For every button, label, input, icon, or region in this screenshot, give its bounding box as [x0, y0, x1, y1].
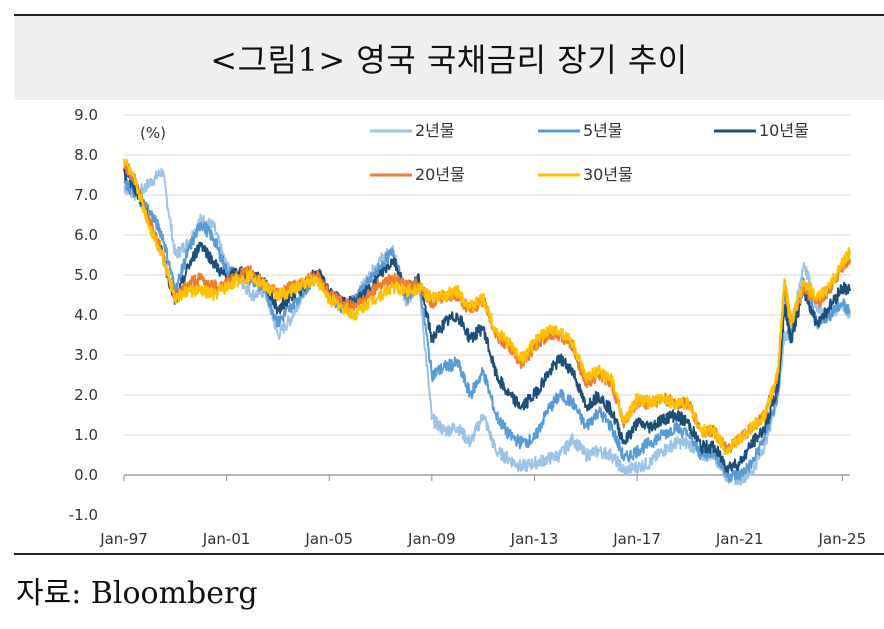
y-tick-label: 8.0 [74, 146, 98, 164]
title-band: <그림1> 영국 국채금리 장기 추이 [14, 16, 884, 100]
bottom-rule [14, 553, 884, 555]
y-tick-label: 3.0 [74, 346, 98, 364]
x-tick-label: Jan-21 [715, 530, 764, 548]
y-tick-label: 0.0 [74, 466, 98, 484]
y-tick-label: 9.0 [74, 106, 98, 124]
y-tick-label: -1.0 [69, 506, 98, 524]
series-line-5 [123, 158, 851, 456]
series-line-3 [123, 167, 851, 474]
y-tick-label: 5.0 [74, 266, 98, 284]
legend-label: 20년물 [415, 165, 465, 184]
x-tick-label: Jan-09 [407, 530, 456, 548]
y-axis-ticks: 9.0 8.0 7.0 6.0 5.0 4.0 3.0 2.0 1.0 0.0 -1.0 [69, 106, 98, 524]
x-tick-label: Jan-01 [202, 530, 251, 548]
y-tick-label: 4.0 [74, 306, 98, 324]
series-lines [123, 158, 851, 486]
y-tick-label: 1.0 [74, 426, 98, 444]
source-note: 자료: Bloomberg [16, 576, 258, 611]
chart-area: 9.0 8.0 7.0 6.0 5.0 4.0 3.0 2.0 1.0 0.0 -1.0 Jan-9… [0, 100, 884, 552]
x-tick-label: Jan-05 [304, 530, 353, 548]
top-rule [14, 14, 884, 16]
legend-label: 10년물 [759, 121, 809, 140]
y-tick-label: 2.0 [74, 386, 98, 404]
x-axis: Jan-97 Jan-01 Jan-05 Jan-09 Jan-13 Jan-17 Jan-… [99, 474, 866, 548]
x-tick-label: Jan-17 [612, 530, 661, 548]
y-tick-label: 7.0 [74, 186, 98, 204]
x-tick-label: Jan-97 [99, 530, 148, 548]
chart-title: <그림1> 영국 국채금리 장기 추이 [210, 41, 688, 79]
x-tick-label: Jan-13 [510, 530, 559, 548]
unit-label: (%) [140, 124, 166, 142]
legend-label: 30년물 [583, 165, 633, 184]
legend-label: 2년물 [415, 121, 455, 140]
series-line-1 [123, 167, 851, 486]
x-tick-label: Jan-25 [817, 530, 866, 548]
y-tick-label: 6.0 [74, 226, 98, 244]
line-chart: 9.0 8.0 7.0 6.0 5.0 4.0 3.0 2.0 1.0 0.0 -1.0 Jan-9… [69, 106, 866, 548]
legend-label: 5년물 [583, 121, 623, 140]
legend: 2년물 5년물 10년물 20년물 30년물 [370, 121, 809, 184]
